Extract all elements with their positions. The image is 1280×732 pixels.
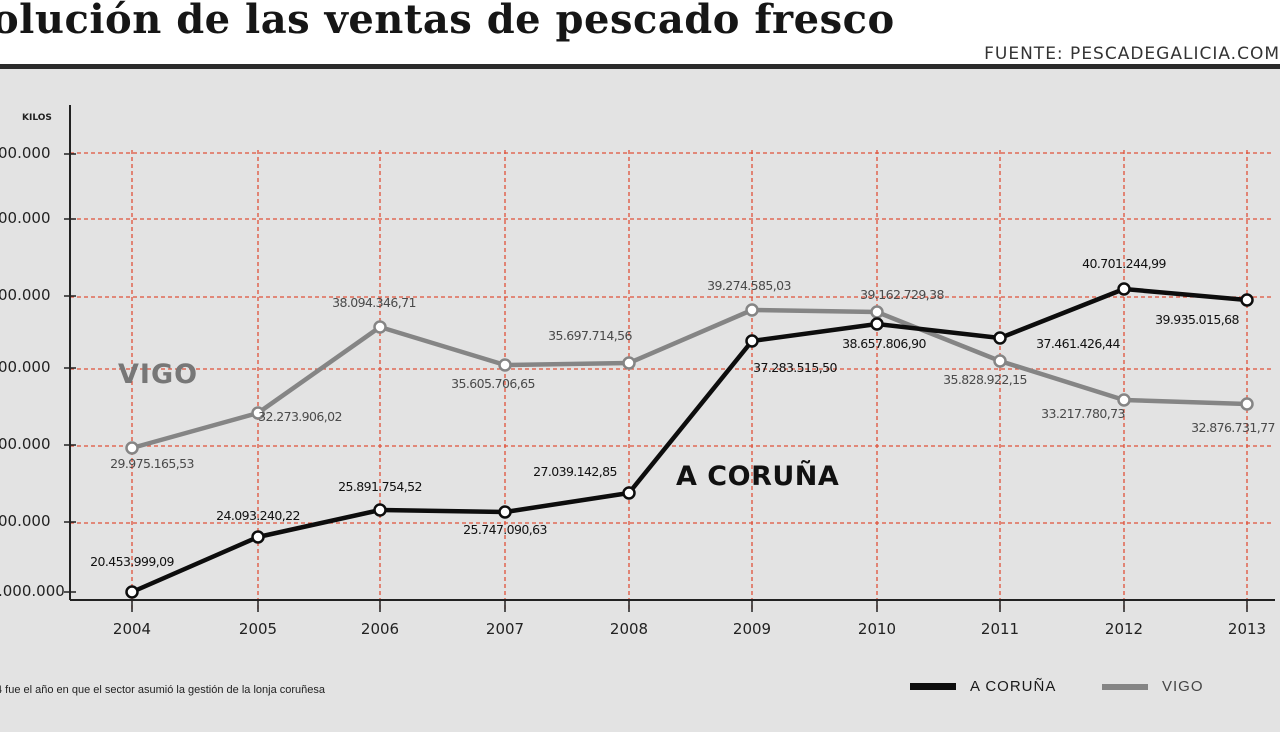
point-vigo-2007 bbox=[498, 358, 512, 372]
y-tick-label-6: 00.000 bbox=[0, 144, 51, 162]
data-label-a-coruna-2009: 37.283.515,50 bbox=[753, 360, 837, 375]
data-labels: 20.453.999,09 24.093.240,22 25.891.754,52 2… bbox=[90, 256, 1275, 569]
point-vigo-2008 bbox=[622, 356, 636, 370]
x-tick-label-2011: 2011 bbox=[981, 620, 1019, 638]
data-label-vigo-2012: 33.217.780,73 bbox=[1041, 406, 1125, 421]
y-axis-title: KILOS bbox=[22, 113, 52, 123]
x-tick-label-2009: 2009 bbox=[733, 620, 771, 638]
x-axis: 2004 2005 2006 2007 2008 2009 2010 2011 2012 2013 bbox=[70, 599, 1275, 638]
point-a-coruna-2005 bbox=[251, 530, 265, 544]
legend-swatch-a-coruna bbox=[910, 683, 956, 690]
chart-title: olución de las ventas de pescado fresco bbox=[0, 0, 895, 43]
point-vigo-2011 bbox=[993, 354, 1007, 368]
x-tick-label-2010: 2010 bbox=[858, 620, 896, 638]
data-label-vigo-2013: 32.876.731,77 bbox=[1191, 420, 1275, 435]
x-tick-label-2008: 2008 bbox=[610, 620, 648, 638]
legend-item-a-coruna: A CORUÑA bbox=[910, 678, 1056, 695]
series-line-vigo bbox=[131, 307, 1248, 451]
point-vigo-2013 bbox=[1240, 397, 1254, 411]
data-label-vigo-2009: 39.274.585,03 bbox=[707, 278, 791, 293]
y-tick-label-1: 00.000 bbox=[0, 512, 51, 530]
point-vigo-2005 bbox=[251, 406, 265, 420]
point-a-coruna-2007 bbox=[498, 505, 512, 519]
data-label-a-coruna-2005: 24.093.240,22 bbox=[216, 508, 300, 523]
point-a-coruna-2010 bbox=[870, 317, 884, 331]
data-label-a-coruna-2008: 27.039.142,85 bbox=[533, 464, 617, 479]
y-axis: KILOS .000.000 00.000 00.000 00.000 00.000 00.… bbox=[0, 105, 76, 600]
point-a-coruna-2012 bbox=[1117, 282, 1131, 296]
point-a-coruna-2011 bbox=[993, 331, 1007, 345]
y-tick-label-4: 00.000 bbox=[0, 286, 51, 304]
x-tick-label-2007: 2007 bbox=[486, 620, 524, 638]
footnote: 4 fue el año en que el sector asumió la … bbox=[0, 684, 325, 696]
point-vigo-2009 bbox=[745, 303, 759, 317]
point-vigo-2006 bbox=[373, 320, 387, 334]
data-label-a-coruna-2007: 25.747.090,63 bbox=[463, 522, 547, 537]
point-vigo-2004 bbox=[125, 441, 139, 455]
series-line-a-coruna bbox=[131, 286, 1248, 595]
x-tick-label-2012: 2012 bbox=[1105, 620, 1143, 638]
x-tick-label-2004: 2004 bbox=[113, 620, 151, 638]
y-tick-label-5: 00.000 bbox=[0, 209, 51, 227]
series-name-a-coruna: A CORUÑA bbox=[676, 460, 839, 492]
data-label-vigo-2008: 35.697.714,56 bbox=[548, 328, 632, 343]
legend-label-a-coruna: A CORUÑA bbox=[970, 678, 1057, 695]
grid bbox=[70, 150, 1272, 612]
data-label-a-coruna-2010: 38.657.806,90 bbox=[842, 336, 926, 351]
data-label-vigo-2007: 35.605.706,65 bbox=[451, 376, 535, 391]
y-tick-label-3: 00.000 bbox=[0, 358, 51, 376]
title-rule bbox=[0, 64, 1280, 69]
data-label-a-coruna-2012: 40.701.244,99 bbox=[1082, 256, 1166, 271]
data-label-a-coruna-2006: 25.891.754,52 bbox=[338, 479, 422, 494]
series-layer bbox=[125, 282, 1254, 599]
point-a-coruna-2009 bbox=[745, 334, 759, 348]
point-a-coruna-2008 bbox=[622, 486, 636, 500]
data-label-vigo-2010: 39.162.729,38 bbox=[860, 287, 944, 302]
point-a-coruna-2013 bbox=[1240, 293, 1254, 307]
x-tick-label-2005: 2005 bbox=[239, 620, 277, 638]
x-tick-label-2006: 2006 bbox=[361, 620, 399, 638]
point-vigo-2010 bbox=[870, 305, 884, 319]
y-tick-label-0: .000.000 bbox=[0, 582, 65, 600]
y-tick-label-2: 00.000 bbox=[0, 435, 51, 453]
legend-item-vigo: VIGO bbox=[1102, 678, 1204, 695]
x-tick-label-2013: 2013 bbox=[1228, 620, 1266, 638]
data-label-a-coruna-2013: 39.935.015,68 bbox=[1155, 312, 1239, 327]
series-name-vigo: VIGO bbox=[118, 359, 198, 390]
data-label-vigo-2011: 35.828.922,15 bbox=[943, 372, 1027, 387]
data-label-a-coruna-2011: 37.461.426,44 bbox=[1036, 336, 1120, 351]
legend-label-vigo: VIGO bbox=[1162, 678, 1204, 695]
chart-panel bbox=[0, 69, 1280, 732]
source-label: FUENTE: PESCADEGALICIA.COM bbox=[984, 44, 1280, 64]
data-label-a-coruna-2004: 20.453.999,09 bbox=[90, 554, 174, 569]
point-vigo-2012 bbox=[1117, 393, 1131, 407]
point-a-coruna-2006 bbox=[373, 503, 387, 517]
point-a-coruna-2004 bbox=[125, 585, 139, 599]
legend-swatch-vigo bbox=[1102, 683, 1148, 690]
data-label-vigo-2005: 32.273.906,02 bbox=[258, 409, 342, 424]
data-label-vigo-2004: 29.975.165,53 bbox=[110, 456, 194, 471]
data-label-vigo-2006: 38.094.346,71 bbox=[332, 295, 416, 310]
